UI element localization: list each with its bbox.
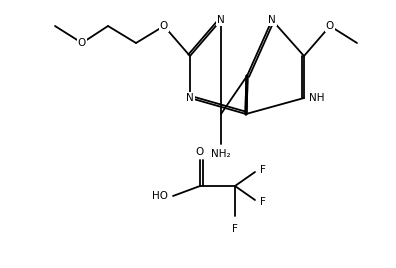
Text: O: O — [160, 21, 168, 31]
Text: F: F — [260, 197, 266, 207]
Text: O: O — [196, 147, 204, 157]
Text: O: O — [326, 21, 334, 31]
Text: NH₂: NH₂ — [211, 149, 231, 159]
Text: F: F — [232, 224, 238, 234]
Text: N: N — [186, 93, 194, 103]
Text: NH: NH — [309, 93, 324, 103]
Text: N: N — [217, 15, 225, 25]
Text: O: O — [78, 38, 86, 48]
Text: HO: HO — [152, 191, 168, 201]
Text: F: F — [260, 165, 266, 175]
Text: N: N — [268, 15, 276, 25]
